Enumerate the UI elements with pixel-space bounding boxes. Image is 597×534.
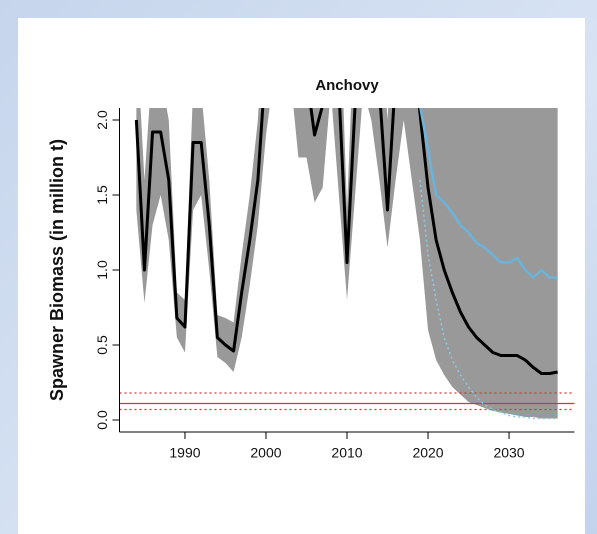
x-tick-label: 2020 xyxy=(412,445,443,461)
x-tick-label: 2010 xyxy=(331,445,362,461)
axes: 1990 2000 2010 2020 2030 0.0 0.5 1.0 1.5 2.0 xyxy=(94,108,575,461)
y-tick-label: 0.5 xyxy=(94,335,110,355)
y-tick-label: 1.5 xyxy=(94,185,110,205)
y-tick-label: 0.0 xyxy=(94,410,110,430)
x-tick-label: 1990 xyxy=(169,445,200,461)
plot-area xyxy=(119,108,575,420)
series-line xyxy=(419,179,558,420)
x-tick-label: 2030 xyxy=(493,445,524,461)
y-tick-label: 2.0 xyxy=(94,110,110,130)
series-line xyxy=(419,108,558,279)
y-tick-label: 1.0 xyxy=(94,260,110,280)
y-axis-label: Spawner Biomass (in million t) xyxy=(47,139,67,401)
series-line xyxy=(134,108,558,375)
chart-title: Anchovy xyxy=(315,77,379,94)
x-tick-label: 2000 xyxy=(250,445,281,461)
